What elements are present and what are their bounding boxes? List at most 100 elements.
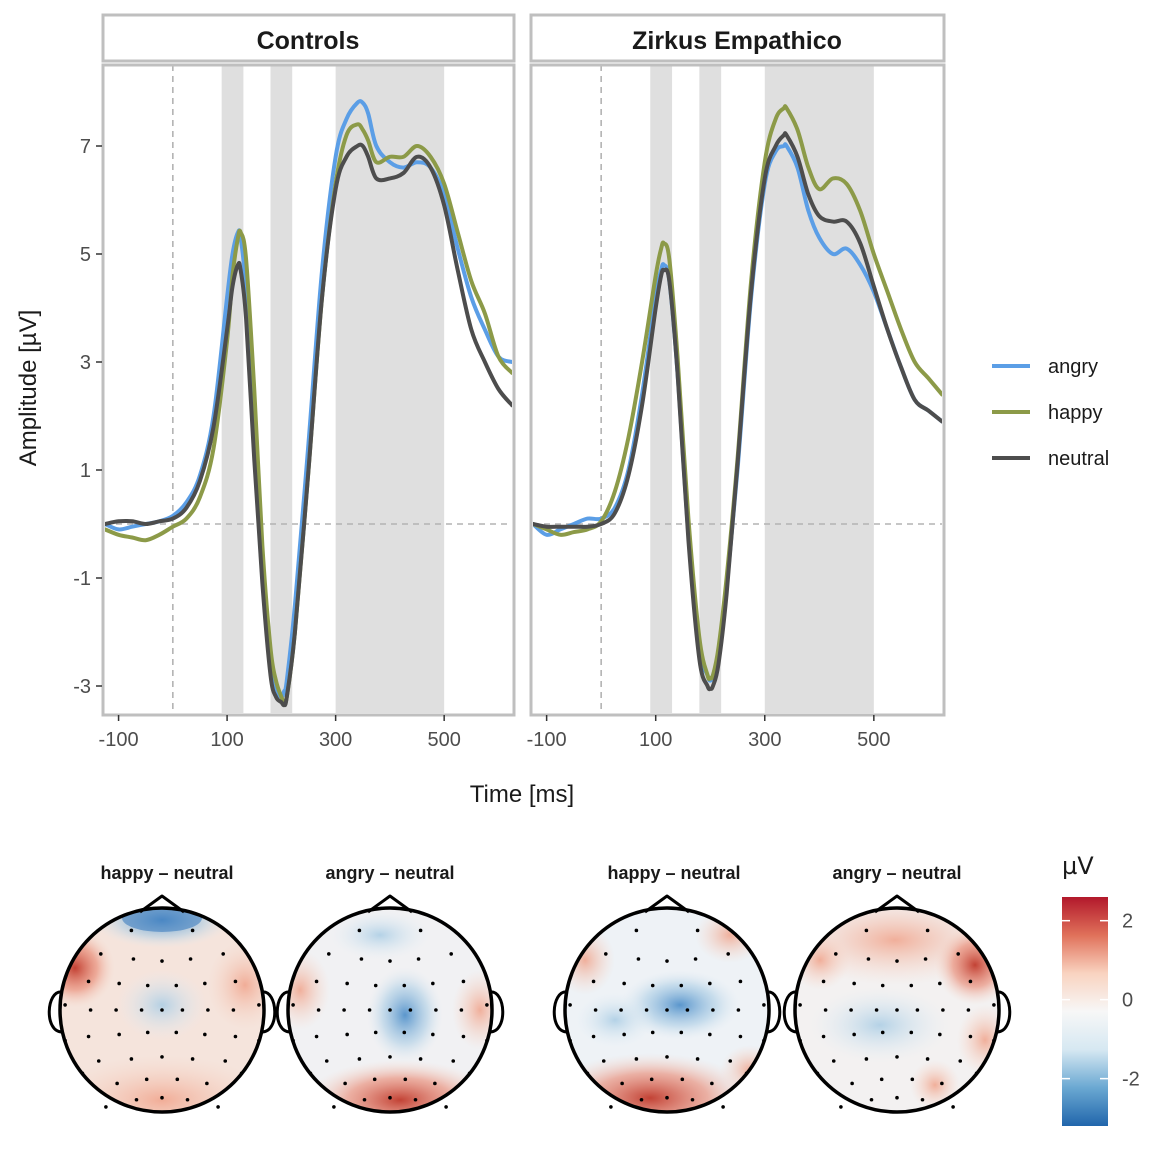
electrode	[591, 1034, 596, 1039]
electrode	[831, 1059, 836, 1063]
electrode	[357, 1057, 362, 1061]
electrode	[941, 1008, 945, 1012]
electrode	[357, 928, 362, 933]
electrode	[609, 1105, 613, 1109]
electrode	[956, 952, 960, 956]
electrode	[620, 1081, 624, 1086]
electrode	[343, 1081, 347, 1086]
electrode	[160, 1055, 164, 1059]
topomap-field	[60, 908, 264, 1112]
electrode	[852, 1032, 856, 1037]
left-ear-outline	[47, 990, 63, 1034]
electrode	[88, 1008, 93, 1012]
series-line-happy	[533, 104, 942, 682]
electrode	[619, 1008, 623, 1012]
electrode	[175, 1077, 180, 1082]
electrode	[679, 1030, 684, 1035]
x-tick-label: 300	[319, 729, 352, 751]
reference-lines-zirkus	[533, 65, 942, 713]
electrode	[203, 1032, 207, 1037]
electrode	[992, 1003, 996, 1007]
topomap-title: happy – neutral	[607, 863, 740, 883]
y-tick-label: -1	[73, 568, 91, 590]
x-axis-zirkus: -100 100 300 500	[527, 715, 891, 751]
electrode	[992, 1038, 996, 1043]
panel-border-zirkus	[529, 63, 946, 717]
x-axis-controls: -100 100 300 500	[99, 715, 461, 751]
electrode	[402, 1030, 407, 1035]
electrode	[864, 1057, 869, 1061]
electrode	[345, 1032, 349, 1037]
series-line-angry	[105, 99, 512, 699]
electrode	[711, 1008, 715, 1012]
electrode	[388, 1055, 392, 1059]
y-tick-label: 3	[80, 352, 91, 374]
topomap-title: angry – neutral	[325, 863, 454, 883]
strip-controls	[101, 13, 516, 63]
electrode	[726, 952, 730, 956]
y-tick-label: 1	[80, 460, 91, 482]
electrode	[327, 952, 331, 956]
electrode	[139, 1008, 144, 1012]
electrode	[373, 983, 378, 988]
electrode	[203, 981, 207, 986]
legend-label-happy: happy	[1048, 402, 1103, 424]
electrode	[693, 957, 698, 961]
x-tick-label: 100	[639, 729, 672, 751]
electrode	[910, 1077, 915, 1082]
electrode	[233, 1034, 238, 1039]
electrode	[63, 1038, 67, 1043]
electrode	[332, 1105, 336, 1109]
electrode	[324, 1059, 329, 1063]
head-circle	[793, 906, 1001, 1114]
electrode	[665, 959, 669, 963]
head-outline	[782, 894, 1012, 1114]
head-outlines	[47, 894, 1012, 1114]
electrode	[604, 952, 608, 956]
right-ear-outline	[996, 990, 1012, 1034]
electrode	[895, 1008, 899, 1012]
electrode	[185, 1097, 190, 1102]
electrode	[291, 1038, 295, 1043]
electrode	[880, 983, 885, 988]
electrode	[257, 1003, 261, 1007]
electrode	[895, 1055, 899, 1059]
shaded-window	[650, 65, 673, 713]
electrode	[915, 1008, 920, 1012]
electrode	[367, 1008, 372, 1012]
electrode	[695, 1057, 700, 1061]
electrode	[129, 1057, 134, 1061]
electrode	[86, 979, 91, 984]
colorbar-tick-label: -2	[1122, 1069, 1140, 1091]
electrode	[644, 1008, 649, 1012]
electrode	[568, 1038, 572, 1043]
electrode	[895, 959, 899, 963]
electrode	[736, 1008, 741, 1012]
y-tick-label: 7	[80, 136, 91, 158]
electrode	[849, 1008, 853, 1012]
electrode	[431, 1032, 435, 1037]
electrode	[180, 1008, 185, 1012]
electrode	[145, 1030, 150, 1035]
electrode	[622, 981, 626, 986]
electrode	[639, 1097, 644, 1102]
electrode	[738, 1034, 743, 1039]
right-ear-outline	[489, 990, 505, 1034]
shaded-windows-zirkus	[650, 65, 874, 713]
electrode	[938, 1032, 942, 1037]
left-ear-outline	[552, 990, 568, 1034]
electrode	[239, 1071, 244, 1076]
electrode	[938, 981, 942, 986]
electrode	[449, 952, 454, 956]
x-tick-label: 300	[748, 729, 781, 751]
electrode	[467, 1071, 472, 1076]
electrode	[316, 1008, 321, 1012]
electrode	[345, 981, 349, 986]
electrode	[738, 979, 743, 984]
electrode	[721, 1105, 725, 1109]
electrode	[233, 979, 238, 984]
electrode	[308, 1071, 313, 1076]
electrode	[728, 1059, 733, 1063]
electrode	[418, 928, 423, 933]
electrode	[373, 1030, 378, 1035]
